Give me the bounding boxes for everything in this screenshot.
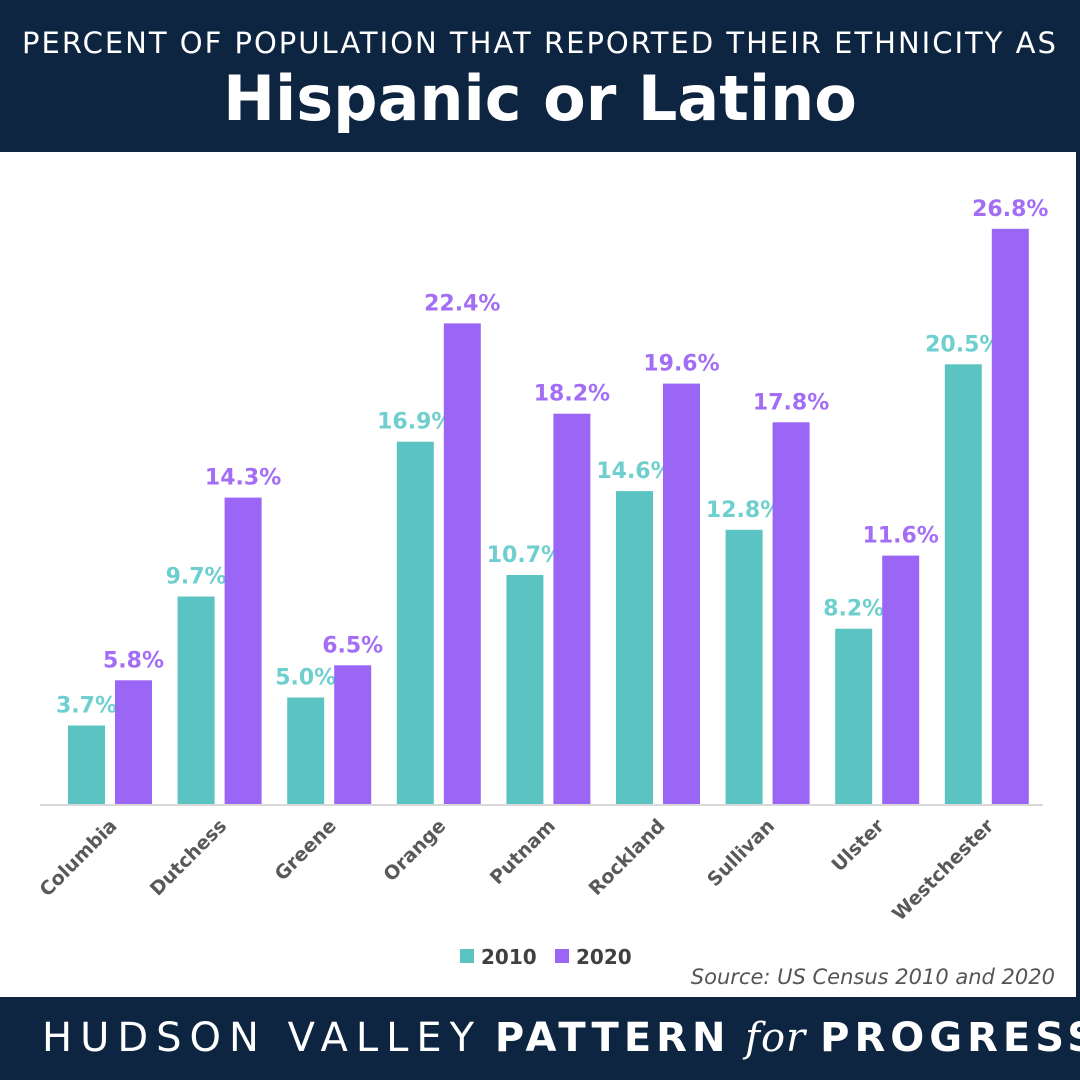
bar-columbia-2010: [68, 725, 105, 805]
data-label-ulster-2020: 11.6%: [863, 524, 939, 549]
x-tick-labels: Columbia Dutchess Greene Orange Putnam Rockla…: [35, 815, 998, 926]
legend-label-2020: 2020: [576, 945, 632, 969]
chart-title: Hispanic or Latino: [223, 62, 857, 135]
data-label-columbia-2010: 3.7%: [56, 694, 117, 719]
data-label-dutchess-2010: 9.7%: [166, 565, 227, 590]
brand-progress: PROGRESS: [820, 1015, 1080, 1061]
bar-rockland-2010: [616, 491, 653, 805]
data-label-putnam-2010: 10.7%: [487, 543, 563, 568]
header-banner: PERCENT OF POPULATION THAT REPORTED THEI…: [0, 0, 1080, 150]
bar-chart: 3.7% 5.8% 9.7% 14.3% 5.0% 6.5% 16.9% 22.4% 10.7%…: [35, 197, 1055, 989]
bar-putnam-2010: [506, 575, 544, 805]
brand-hudson-valley: HUDSON VALLEY: [42, 1015, 483, 1061]
bar-rockland-2020: [663, 383, 700, 805]
x-tick-columbia: Columbia: [35, 815, 121, 901]
bar-dutchess-2020: [224, 497, 262, 805]
legend-swatch-2010: [460, 949, 474, 963]
bar-putnam-2020: [553, 413, 591, 805]
bar-sullivan-2010: [725, 529, 763, 805]
x-tick-dutchess: Dutchess: [146, 815, 231, 900]
brand-for: for: [745, 1015, 807, 1061]
chart-panel: 3.7% 5.8% 9.7% 14.3% 5.0% 6.5% 16.9% 22.4% 10.7%…: [0, 152, 1076, 997]
data-label-ulster-2010: 8.2%: [823, 597, 884, 622]
data-label-westchester-2010: 20.5%: [925, 332, 1001, 357]
x-tick-putnam: Putnam: [486, 815, 560, 889]
bar-greene-2020: [334, 665, 372, 806]
data-label-rockland-2020: 19.6%: [643, 352, 719, 377]
brand-logo-text: HUDSON VALLEY PATTERN for PROGRESS: [42, 1015, 1080, 1061]
data-label-columbia-2020: 5.8%: [103, 648, 164, 673]
x-tick-ulster: Ulster: [828, 815, 890, 877]
bar-group: 3.7% 5.8% 9.7% 14.3% 5.0% 6.5% 16.9% 22.4% 10.7%…: [56, 197, 1048, 806]
bar-sullivan-2020: [772, 422, 810, 805]
x-tick-sullivan: Sullivan: [703, 815, 779, 891]
data-label-sullivan-2020: 17.8%: [753, 390, 829, 415]
source-note: Source: US Census 2010 and 2020: [691, 965, 1055, 989]
bar-orange-2020: [443, 323, 481, 805]
data-label-putnam-2020: 18.2%: [534, 382, 610, 407]
data-label-sullivan-2010: 12.8%: [706, 498, 782, 523]
bar-greene-2010: [287, 697, 325, 805]
bar-westchester-2010: [944, 364, 982, 806]
data-label-dutchess-2020: 14.3%: [205, 466, 281, 491]
x-tick-orange: Orange: [379, 815, 450, 886]
brand-pattern: PATTERN: [494, 1015, 731, 1061]
x-tick-greene: Greene: [271, 815, 341, 885]
legend-label-2010: 2010: [481, 945, 537, 969]
x-tick-rockland: Rockland: [585, 815, 670, 900]
data-label-orange-2020: 22.4%: [424, 291, 500, 316]
data-label-westchester-2020: 26.8%: [972, 197, 1048, 222]
legend: 2010 2020: [460, 945, 632, 969]
data-label-orange-2010: 16.9%: [377, 410, 453, 435]
data-label-greene-2020: 6.5%: [322, 633, 383, 658]
x-tick-westchester: Westchester: [888, 815, 999, 926]
footer-banner: HUDSON VALLEY PATTERN for PROGRESS: [0, 997, 1080, 1080]
chart-subtitle: PERCENT OF POPULATION THAT REPORTED THEI…: [22, 26, 1058, 60]
bar-ulster-2020: [882, 555, 920, 805]
bar-columbia-2020: [115, 680, 152, 805]
bar-ulster-2010: [835, 628, 873, 805]
data-label-rockland-2010: 14.6%: [596, 459, 672, 484]
bar-dutchess-2010: [177, 596, 215, 805]
legend-swatch-2020: [555, 949, 569, 963]
data-label-greene-2010: 5.0%: [275, 666, 336, 691]
bar-westchester-2020: [991, 228, 1029, 806]
bar-orange-2010: [396, 441, 434, 805]
